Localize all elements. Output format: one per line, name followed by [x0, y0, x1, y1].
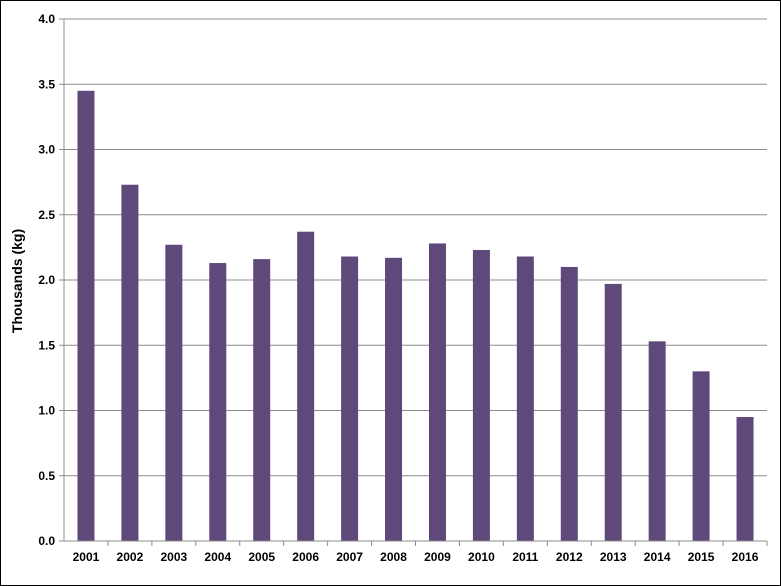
- bar-2004: [209, 263, 227, 541]
- x-tick-label: 2004: [204, 550, 231, 564]
- y-tick-label: 1.0: [38, 404, 55, 418]
- bar-2009: [428, 243, 446, 541]
- bar-2015: [692, 371, 710, 541]
- axes: [63, 19, 768, 546]
- y-tick-label: 2.5: [38, 208, 55, 222]
- bar-2011: [516, 256, 534, 541]
- bar-2016: [736, 417, 754, 541]
- y-tick-label: 4.0: [38, 12, 55, 26]
- x-tick-label: 2006: [292, 550, 319, 564]
- y-tick-label: 0.5: [38, 469, 55, 483]
- bar-2014: [648, 341, 666, 541]
- bar-2007: [341, 256, 359, 541]
- x-tick-label: 2005: [248, 550, 275, 564]
- x-tick-label: 2002: [117, 550, 144, 564]
- bar-2012: [560, 266, 578, 541]
- bar-2013: [604, 283, 622, 541]
- x-tick-label: 2014: [644, 550, 671, 564]
- x-tick-label: 2015: [688, 550, 715, 564]
- x-tick-label: 2003: [160, 550, 187, 564]
- y-tick-label: 2.0: [38, 273, 55, 287]
- x-tick-label: 2011: [512, 550, 538, 564]
- y-tick-label: 0.0: [38, 534, 55, 548]
- bar-2006: [297, 231, 315, 541]
- x-tick-label: 2013: [600, 550, 627, 564]
- bars: [77, 90, 754, 542]
- y-tick-label: 3.0: [38, 143, 55, 157]
- bar-2005: [253, 259, 271, 541]
- bar-2010: [472, 249, 490, 542]
- y-tick-labels: 0.0 0.5 1.0 1.5 2.0 2.5 3.0 3.5 4.0: [38, 12, 55, 548]
- x-tick-label: 2001: [73, 550, 100, 564]
- x-tick-labels: 2001 2002 2003 2004 2005 2006 2007 2008 2009 2010…: [73, 550, 759, 564]
- bar-2003: [165, 244, 183, 541]
- x-tick-label: 2007: [336, 550, 363, 564]
- x-tick-label: 2016: [732, 550, 759, 564]
- bar-2002: [121, 184, 139, 542]
- bar-2001: [77, 90, 95, 542]
- y-tick-label: 3.5: [38, 77, 55, 91]
- bar-2008: [385, 257, 403, 541]
- x-tick-label: 2012: [556, 550, 583, 564]
- x-tick-label: 2009: [424, 550, 451, 564]
- x-tick-label: 2010: [468, 550, 495, 564]
- y-axis-label: Thousands (kg): [9, 229, 25, 333]
- y-tick-label: 1.5: [38, 338, 55, 352]
- x-tick-label: 2008: [380, 550, 407, 564]
